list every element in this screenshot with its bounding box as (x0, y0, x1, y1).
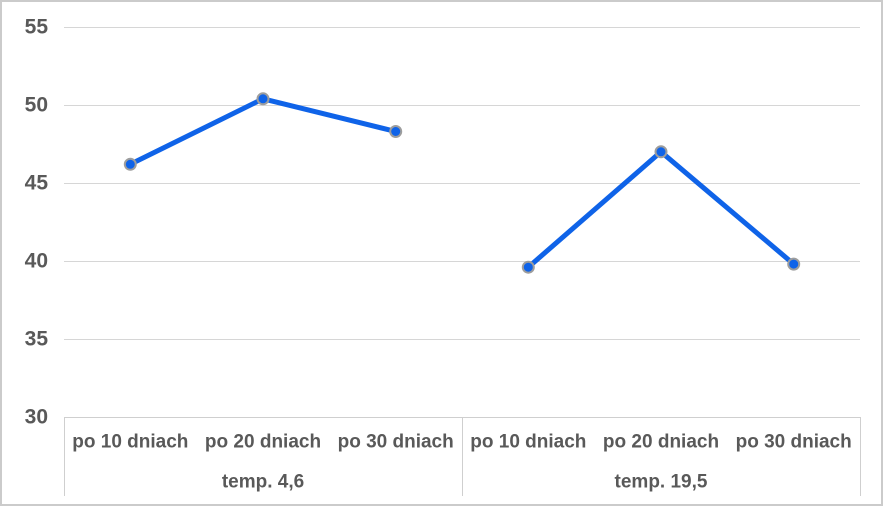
gridline (64, 339, 860, 340)
y-tick-label: 30 (24, 405, 48, 429)
group-label: temp. 19,5 (614, 471, 708, 493)
y-tick-label: 55 (24, 15, 48, 39)
category-label: po 20 dniach (204, 431, 322, 453)
gridline (64, 183, 860, 184)
category-label: po 30 dniach (735, 431, 852, 453)
category-label: po 10 dniach (72, 431, 189, 453)
data-line (525, 149, 797, 270)
gridline (64, 105, 860, 106)
group-divider (64, 417, 65, 496)
category-label: po 10 dniach (470, 431, 587, 453)
y-tick-label: 45 (24, 171, 48, 195)
gridline (64, 27, 860, 28)
data-point (521, 260, 535, 274)
y-tick-label: 35 (24, 327, 48, 351)
data-point (389, 125, 403, 138)
category-label: po 30 dniach (337, 431, 454, 453)
data-point (123, 157, 137, 171)
data-point (256, 92, 270, 106)
data-point (654, 145, 668, 159)
gridline (64, 261, 860, 262)
y-tick-label: 50 (24, 93, 48, 117)
group-divider (860, 417, 861, 496)
group-divider (462, 417, 463, 496)
y-tick-label: 40 (24, 249, 48, 273)
category-label: po 20 dniach (602, 431, 720, 453)
group-label: temp. 4,6 (221, 471, 305, 493)
data-point (787, 257, 801, 271)
data-line (127, 96, 399, 167)
